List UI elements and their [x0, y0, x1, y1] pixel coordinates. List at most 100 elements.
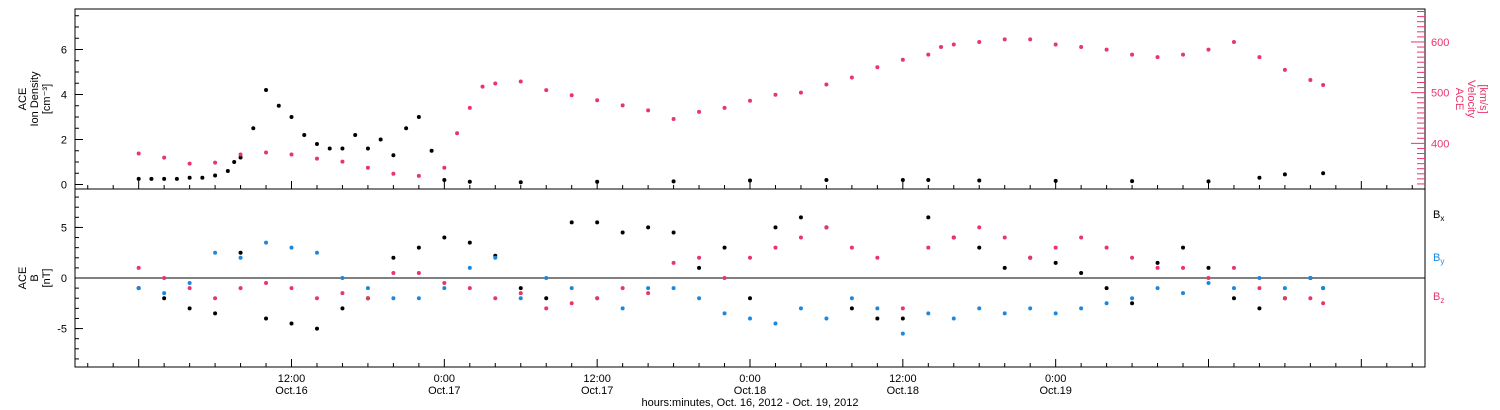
- x-tick-label-time-3: 0:00: [739, 373, 760, 385]
- velocity-point: [162, 155, 167, 160]
- bz-point: [620, 286, 625, 291]
- bz-point: [1104, 245, 1109, 250]
- velocity-point: [748, 98, 752, 103]
- density-point: [162, 176, 167, 181]
- ylabel-ace-density: ACE: [17, 88, 29, 111]
- bz-point: [569, 301, 574, 306]
- bx-point: [697, 265, 702, 270]
- bz-point: [875, 255, 880, 260]
- velocity-point: [493, 81, 498, 86]
- by-point: [314, 250, 319, 255]
- velocity-point: [1028, 37, 1033, 42]
- ylabel-b-unit: [nT]: [41, 269, 53, 288]
- ylabel-velocity-unit: [km/s]: [1477, 84, 1489, 113]
- bx-point: [1155, 260, 1160, 265]
- by-point: [1002, 311, 1007, 316]
- velocity-point: [1257, 55, 1262, 60]
- bx-point: [340, 306, 345, 311]
- velocity-point: [1079, 45, 1084, 50]
- by-point: [340, 276, 345, 280]
- by-point: [442, 286, 447, 291]
- bz-point: [926, 245, 931, 250]
- bz-point: [1308, 296, 1313, 301]
- ylabel-velocity: Velocity: [1465, 80, 1477, 118]
- x-tick-label-date-3: Oct.18: [734, 385, 766, 397]
- bz-point: [977, 225, 982, 230]
- bx-point: [620, 230, 625, 235]
- bz-point: [314, 296, 319, 301]
- velocity-point: [595, 98, 600, 103]
- by-point: [977, 306, 982, 311]
- density-point: [340, 146, 345, 151]
- bz-point: [900, 306, 905, 311]
- velocity-point: [391, 171, 396, 176]
- bottom-y-tick-label-0: -5: [57, 324, 67, 336]
- velocity-point: [136, 151, 141, 156]
- x-tick-label-date-1: Oct.17: [428, 385, 460, 397]
- velocity-point: [1155, 55, 1160, 60]
- velocity-point: [849, 75, 854, 80]
- bz-point: [1002, 235, 1007, 240]
- by-point: [951, 316, 956, 321]
- bx-point: [671, 230, 676, 235]
- velocity-point: [213, 160, 218, 165]
- bz-point: [1028, 255, 1033, 260]
- velocity-point: [289, 152, 294, 157]
- bz-point: [722, 276, 727, 280]
- velocity-point: [442, 165, 447, 170]
- density-point: [977, 178, 982, 183]
- bx-point: [1257, 306, 1262, 311]
- velocity-point: [544, 88, 549, 93]
- velocity-point: [1321, 83, 1326, 88]
- bx-point: [646, 225, 651, 230]
- axis-ticks: 12:00Oct.160:00Oct.1712:00Oct.170:00Oct.…: [57, 11, 1449, 397]
- bx-point: [391, 255, 396, 260]
- velocity-point: [926, 52, 931, 57]
- x-tick-label-time-4: 12:00: [889, 373, 917, 385]
- bz-point: [1321, 301, 1326, 306]
- x-tick-label-date-4: Oct.18: [887, 385, 919, 397]
- by-point: [187, 281, 192, 286]
- by-point: [1155, 286, 1160, 291]
- density-point: [213, 173, 218, 178]
- density-point: [595, 179, 600, 184]
- by-point: [136, 286, 141, 291]
- velocity-point: [416, 173, 421, 178]
- density-point: [276, 103, 281, 108]
- bx-point: [442, 235, 447, 240]
- by-point: [416, 296, 421, 301]
- by-point: [264, 240, 269, 245]
- density-point: [671, 179, 676, 184]
- x-tick-label-date-2: Oct.17: [581, 385, 613, 397]
- by-point: [646, 286, 651, 291]
- density-point: [1321, 171, 1326, 176]
- bz-point: [697, 255, 702, 260]
- by-point: [1282, 286, 1287, 291]
- ylabel-b: B: [29, 274, 41, 281]
- bz-point: [442, 281, 447, 286]
- bx-point: [187, 306, 192, 311]
- bx-point: [773, 225, 778, 230]
- bx-point: [1181, 245, 1186, 250]
- ylabel-density-unit: [cm⁻³]: [41, 84, 53, 114]
- by-point: [824, 316, 829, 321]
- velocity-point: [875, 65, 880, 70]
- by-point: [544, 276, 549, 280]
- bx-point: [977, 245, 982, 250]
- by-point: [722, 311, 727, 316]
- by-point: [849, 296, 854, 301]
- velocity-point: [1002, 37, 1007, 42]
- velocity-point: [697, 109, 702, 114]
- top-y-tick-label-0: 0: [61, 180, 67, 192]
- density-point: [416, 115, 421, 119]
- by-point: [162, 291, 167, 296]
- top-y-tick-label-3: 6: [61, 45, 67, 57]
- density-point: [327, 146, 332, 151]
- bz-point: [798, 235, 803, 240]
- bx-point: [544, 296, 549, 301]
- velocity-point: [187, 161, 192, 166]
- by-point: [467, 265, 472, 270]
- legend-bz: Bz: [1433, 291, 1444, 305]
- bx-point: [900, 316, 905, 321]
- density-point: [149, 176, 154, 181]
